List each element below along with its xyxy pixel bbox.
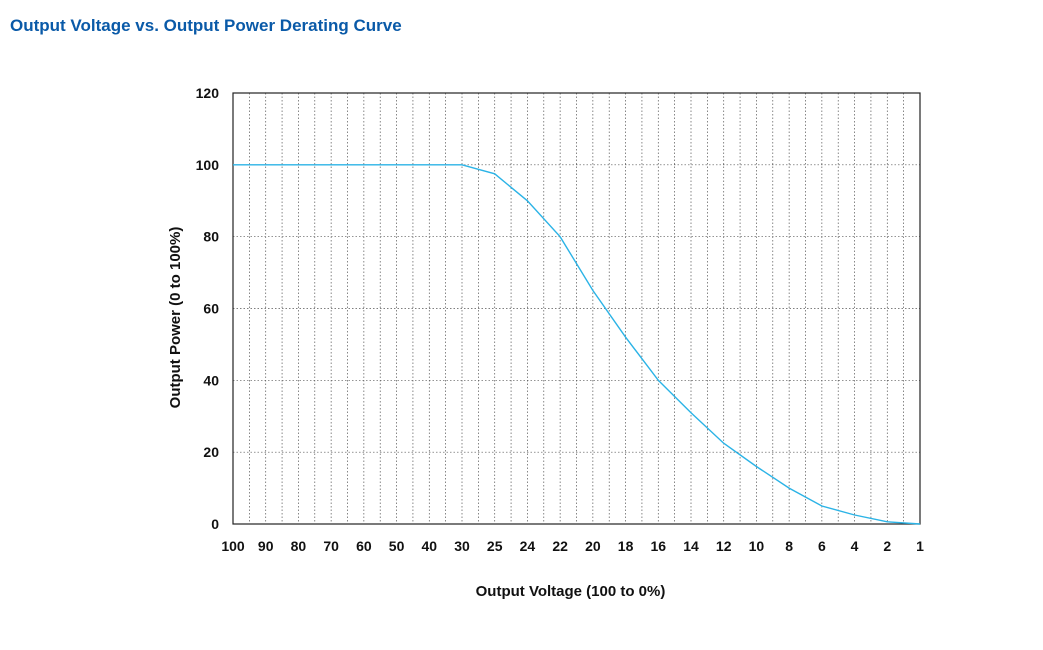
x-tick-label: 2 — [883, 538, 891, 554]
y-tick-label: 100 — [196, 157, 220, 173]
x-tick-label: 4 — [851, 538, 859, 554]
x-tick-label: 40 — [421, 538, 437, 554]
x-tick-label: 22 — [552, 538, 568, 554]
x-tick-label: 14 — [683, 538, 699, 554]
y-tick-label: 20 — [203, 444, 219, 460]
x-axis-label: Output Voltage (100 to 0%) — [476, 583, 666, 600]
x-tick-label: 20 — [585, 538, 601, 554]
x-tick-label: 10 — [749, 538, 765, 554]
x-tick-label: 8 — [785, 538, 793, 554]
y-axis-tick-labels: 0 20 40 60 80 100 120 — [196, 85, 220, 532]
x-tick-label: 6 — [818, 538, 826, 554]
x-tick-label: 18 — [618, 538, 634, 554]
x-tick-label: 80 — [291, 538, 307, 554]
x-tick-label: 24 — [520, 538, 536, 554]
x-axis-tick-labels: 100 90 80 70 60 50 40 30 25 24 22 20 18 16 14 12 10 8 6 4 2 1 — [221, 538, 924, 554]
chart-title: Output Voltage vs. Output Power Derating… — [10, 16, 402, 35]
series-line — [233, 164, 921, 525]
x-tick-label: 25 — [487, 538, 503, 554]
y-tick-label: 120 — [196, 85, 220, 101]
x-tick-label: 16 — [650, 538, 666, 554]
x-tick-label: 1 — [916, 538, 924, 554]
plot-area-frame — [232, 92, 921, 525]
x-tick-label: 90 — [258, 538, 274, 554]
y-tick-label: 80 — [203, 229, 219, 245]
y-tick-label: 60 — [203, 301, 219, 317]
y-axis-label: Output Power (0 to 100%) — [167, 227, 184, 409]
x-tick-label: 12 — [716, 538, 732, 554]
grid-lines — [233, 93, 920, 524]
x-tick-label: 60 — [356, 538, 372, 554]
y-tick-label: 40 — [203, 372, 219, 388]
x-tick-label: 70 — [323, 538, 339, 554]
x-tick-label: 100 — [221, 538, 245, 554]
x-tick-label: 50 — [389, 538, 405, 554]
x-tick-label: 30 — [454, 538, 470, 554]
y-tick-label: 0 — [211, 516, 219, 532]
